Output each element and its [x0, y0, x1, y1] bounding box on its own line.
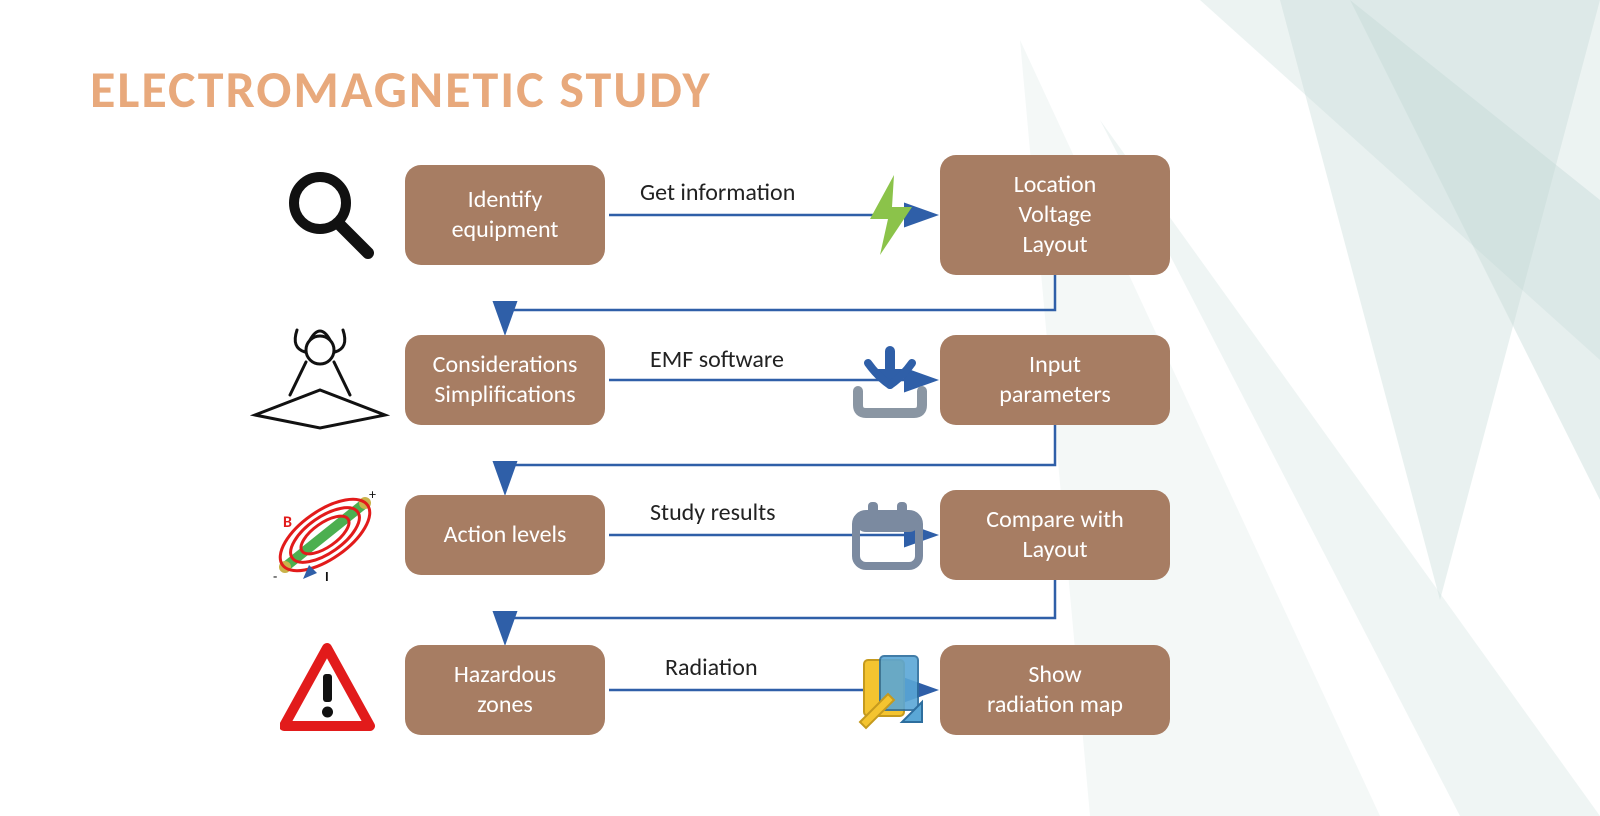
node-identify: Identify equipment: [405, 165, 605, 265]
edge-label: Study results: [650, 498, 776, 527]
magnifier-icon: [280, 165, 380, 265]
lightning-icon: [855, 175, 925, 255]
node-action: Action levels: [405, 495, 605, 575]
drafting-tools-icon: [850, 650, 930, 730]
node-input: Input parameters: [940, 335, 1170, 425]
slide: ELECTROMAGNETIC STUDY Identify equipment…: [0, 0, 1600, 816]
warning-icon: [280, 642, 375, 737]
node-consider: Considerations Simplifications: [405, 335, 605, 425]
node-location: Location Voltage Layout: [940, 155, 1170, 275]
edge-label: EMF software: [650, 345, 784, 374]
draftsman-icon: [250, 320, 390, 430]
svg-text:B: B: [283, 513, 292, 532]
svg-text:-: -: [273, 568, 277, 585]
edge-label: Radiation: [665, 653, 758, 682]
node-radmap: Show radiation map: [940, 645, 1170, 735]
background-triangles: [0, 0, 1600, 816]
magnetic-field-icon: B I + -: [265, 485, 385, 585]
download-icon: [850, 345, 930, 420]
svg-text:+: +: [369, 486, 376, 503]
svg-text:I: I: [325, 568, 329, 585]
page-title: ELECTROMAGNETIC STUDY: [90, 57, 712, 121]
calendar-icon: [850, 498, 925, 573]
node-hazard: Hazardous zones: [405, 645, 605, 735]
edge-label: Get information: [640, 178, 795, 207]
node-compare: Compare with Layout: [940, 490, 1170, 580]
